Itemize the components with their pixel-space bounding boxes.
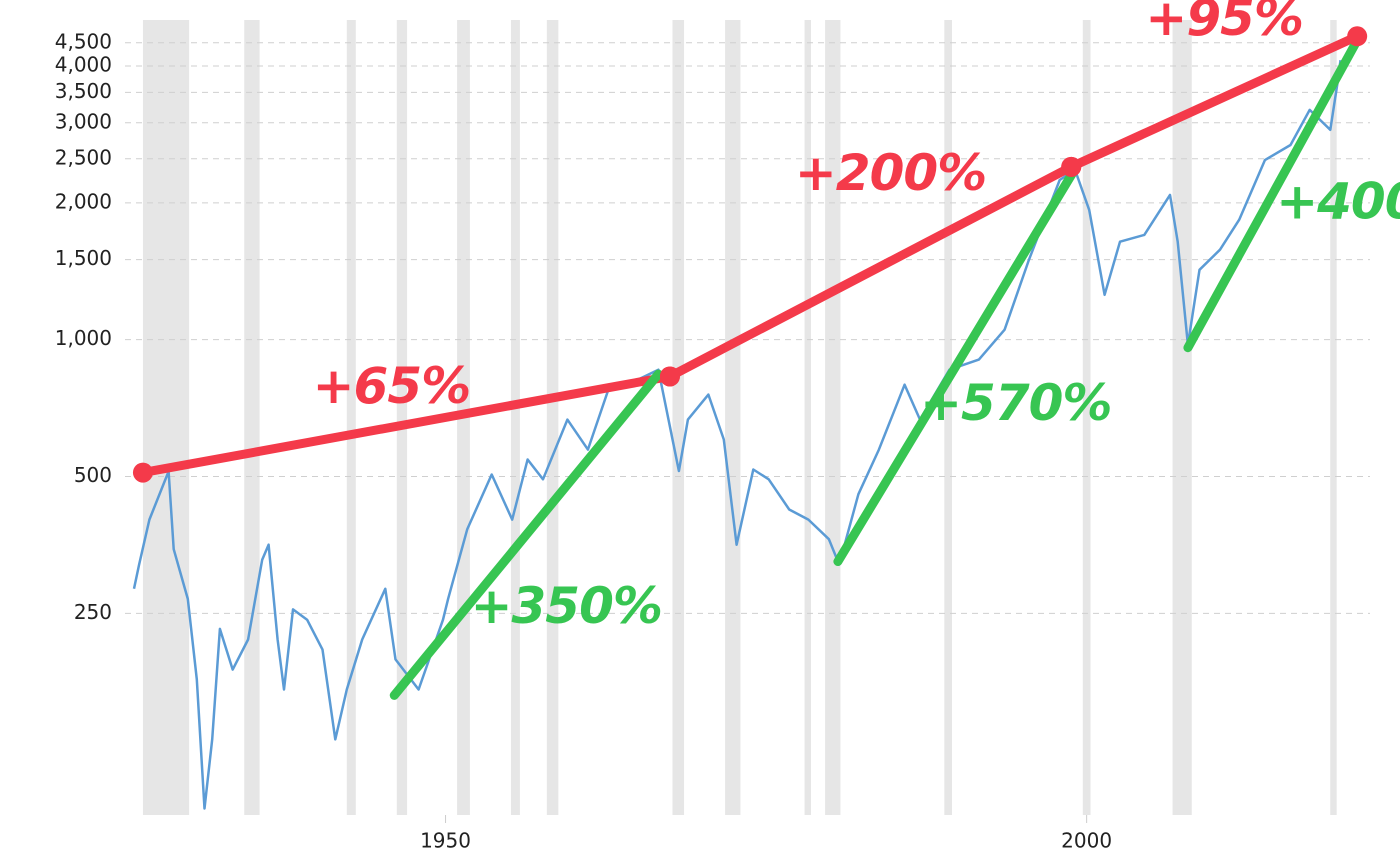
y-tick-label: 1,500 (55, 246, 112, 270)
annotation-segment (389, 369, 663, 700)
y-tick-label: 2,500 (55, 145, 112, 169)
annotation-segment (1066, 31, 1362, 172)
recession-band (725, 20, 741, 815)
annotation-label: +570% (920, 374, 1111, 432)
annotation-dot (132, 462, 153, 483)
annotation-label: +400% (1276, 173, 1400, 231)
annotation-label: +350% (471, 577, 662, 635)
recession-band (244, 20, 260, 815)
recession-band (825, 20, 841, 815)
recession-band (346, 20, 356, 815)
recession-band (546, 20, 559, 815)
recession-band (1172, 20, 1192, 815)
recession-band (672, 20, 685, 815)
recession-band (396, 20, 408, 815)
annotation-dot (1347, 26, 1368, 47)
recession-band (1330, 20, 1337, 815)
x-tick-label: 1950 (420, 829, 471, 853)
annotation-segment (833, 166, 1079, 567)
y-tick-label: 250 (74, 600, 112, 624)
recession-band (944, 20, 953, 815)
annotation-segment (1183, 38, 1361, 353)
annotation-segment (665, 162, 1076, 381)
recession-band (142, 20, 190, 815)
annotation-dot (1061, 156, 1082, 177)
y-tick-label: 2,000 (55, 189, 112, 213)
y-tick-label: 4,000 (55, 53, 112, 77)
y-tick-label: 3,500 (55, 79, 112, 103)
annotation-label: +200% (795, 144, 986, 202)
annotation-segment (138, 371, 675, 478)
y-tick-label: 500 (74, 463, 112, 487)
annotation-label: +95% (1145, 0, 1303, 47)
price-line (132, 60, 1342, 810)
annotation-dot (659, 366, 680, 387)
x-tick-label: 2000 (1061, 829, 1112, 853)
y-tick-label: 1,000 (55, 326, 112, 350)
y-tick-label: 4,500 (55, 29, 112, 53)
y-tick-label: 3,000 (55, 109, 112, 133)
recession-band (804, 20, 811, 815)
recession-band (1082, 20, 1091, 815)
recession-band (510, 20, 520, 815)
annotation-label: +65% (313, 357, 471, 415)
